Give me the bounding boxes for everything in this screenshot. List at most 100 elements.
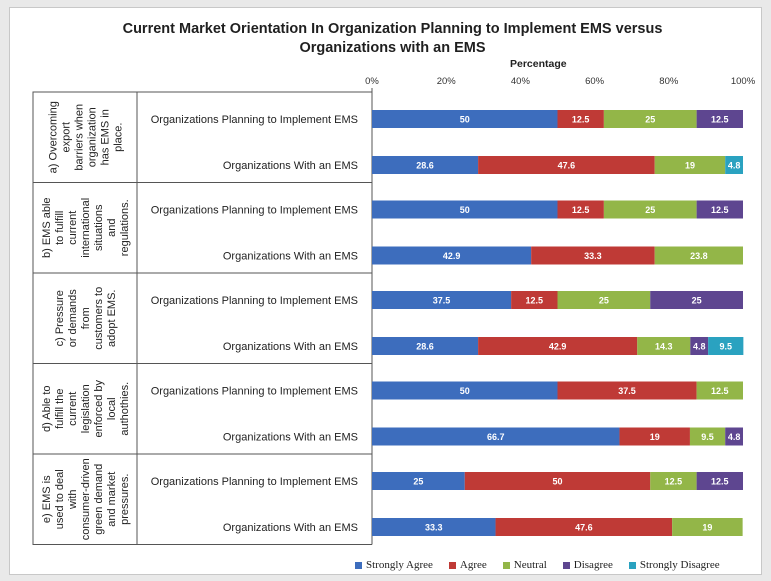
bar-segment-neutral — [603, 200, 697, 219]
data-label: 14.3 — [655, 342, 673, 352]
data-label: 50 — [460, 115, 470, 125]
legend-swatch — [448, 561, 456, 569]
bar-segment-disagree — [696, 110, 743, 128]
bar-segment-agree — [557, 381, 697, 400]
data-label: 25 — [599, 296, 609, 306]
data-label: 42.9 — [549, 342, 567, 352]
legend-swatch — [502, 561, 510, 569]
data-label: 19 — [702, 523, 712, 533]
data-label: 4.8 — [728, 432, 741, 442]
data-label: 12.5 — [711, 115, 729, 125]
bar-segment-neutral — [637, 337, 691, 355]
data-label: 9.5 — [701, 432, 714, 442]
legend-label: Disagree — [573, 559, 613, 571]
bar-segment-agree — [478, 156, 655, 174]
bar-category-label: Organizations Planning to Implement EMS — [151, 476, 358, 488]
data-label: 9.5 — [719, 342, 732, 352]
bar-segment-neutral — [689, 427, 726, 446]
legend-item: Strongly Disagree — [628, 559, 720, 571]
data-label: 12.5 — [526, 296, 544, 306]
data-label: 25 — [692, 296, 702, 306]
legend-label: Neutral — [513, 559, 547, 571]
group-label-column — [32, 91, 138, 545]
legend-item: Neutral — [502, 559, 547, 571]
data-label: 12.5 — [572, 205, 590, 215]
bar-category-label: Organizations With an EMS — [223, 522, 358, 534]
bar-segment-disagree — [650, 291, 743, 309]
data-label: 47.6 — [575, 523, 593, 533]
bar-segment-agree — [464, 472, 651, 490]
data-label: 25 — [645, 205, 655, 215]
data-label: 4.8 — [728, 161, 741, 171]
bar-segment-agree — [531, 246, 655, 265]
bar-segment-strongly-agree — [372, 291, 512, 309]
data-label: 37.5 — [618, 386, 636, 396]
data-label: 12.5 — [711, 205, 729, 215]
bar-category-label: Organizations With an EMS — [223, 432, 358, 444]
legend-item: Strongly Agree — [355, 559, 433, 571]
data-label: 12.5 — [711, 477, 729, 487]
x-tick-label: 0% — [365, 76, 379, 87]
bar-segment-disagree — [690, 337, 709, 355]
data-label: 19 — [650, 432, 660, 442]
legend-label: Strongly Disagree — [639, 559, 720, 571]
bar-segment-strongly-agree — [372, 156, 479, 174]
data-label: 50 — [460, 205, 470, 215]
data-label: 37.5 — [433, 296, 451, 306]
bar-segment-strongly-agree — [372, 246, 532, 265]
x-tick-label: 40% — [511, 76, 531, 87]
bar-segment-agree — [557, 110, 604, 128]
bar-segment-strongly-disagree — [708, 337, 744, 355]
group-label: a) Overcomingexportbarriers whenorganiza… — [48, 101, 125, 173]
bar-segment-disagree — [696, 472, 743, 490]
bar-category-label: Organizations Planning to Implement EMS — [151, 114, 358, 126]
bar-category-label: Organizations Planning to Implement EMS — [151, 295, 358, 307]
data-label: 33.3 — [584, 251, 602, 261]
data-label: 66.7 — [487, 432, 505, 442]
x-tick-label: 100% — [731, 76, 756, 87]
bar-segment-agree — [495, 518, 673, 536]
legend-swatch — [562, 561, 570, 569]
bar-segment-strongly-agree — [372, 472, 465, 490]
legend: Strongly Agree Agree Neutral Disagree Strong… — [355, 557, 760, 573]
legend-label: Strongly Agree — [366, 559, 433, 571]
bar-category-label: Organizations With an EMS — [223, 341, 358, 353]
data-label: 28.6 — [416, 161, 434, 171]
x-axis-label: Percentage — [510, 58, 567, 70]
bar-segment-neutral — [696, 381, 743, 400]
x-tick-label: 80% — [659, 76, 679, 87]
bar-segment-strongly-agree — [372, 200, 558, 219]
data-label: 25 — [413, 477, 423, 487]
legend-swatch — [628, 561, 636, 569]
bar-segment-neutral — [557, 291, 651, 309]
data-label: 12.5 — [665, 477, 683, 487]
bar-category-label: Organizations With an EMS — [223, 251, 358, 263]
bar-segment-strongly-agree — [372, 381, 558, 400]
bar-segment-agree — [557, 200, 604, 219]
data-label: 12.5 — [572, 115, 590, 125]
data-label: 47.6 — [558, 161, 576, 171]
data-label: 23.8 — [690, 251, 708, 261]
bar-segment-disagree — [696, 200, 743, 219]
data-label: 28.6 — [416, 342, 434, 352]
data-label: 25 — [645, 115, 655, 125]
bar-segment-agree — [619, 427, 690, 446]
bar-category-label: Organizations Planning to Implement EMS — [151, 386, 358, 398]
bar-segment-neutral — [654, 246, 743, 265]
data-label: 33.3 — [425, 523, 443, 533]
bar-segment-strongly-agree — [372, 110, 558, 128]
group-label: e) EMS isused to dealwithconsumer-driven… — [41, 458, 131, 540]
bar-segment-neutral — [603, 110, 697, 128]
legend-item: Disagree — [562, 559, 613, 571]
bar-segment-agree — [478, 337, 638, 355]
bar-segment-neutral — [650, 472, 697, 490]
bar-segment-agree — [511, 291, 558, 309]
legend-item: Agree — [448, 559, 487, 571]
legend-label: Agree — [459, 559, 487, 571]
x-tick-label: 60% — [585, 76, 605, 87]
data-label: 50 — [460, 386, 470, 396]
bar-category-label: Organizations With an EMS — [223, 160, 358, 172]
data-label: 19 — [685, 161, 695, 171]
bar-segment-strongly-disagree — [725, 156, 743, 174]
